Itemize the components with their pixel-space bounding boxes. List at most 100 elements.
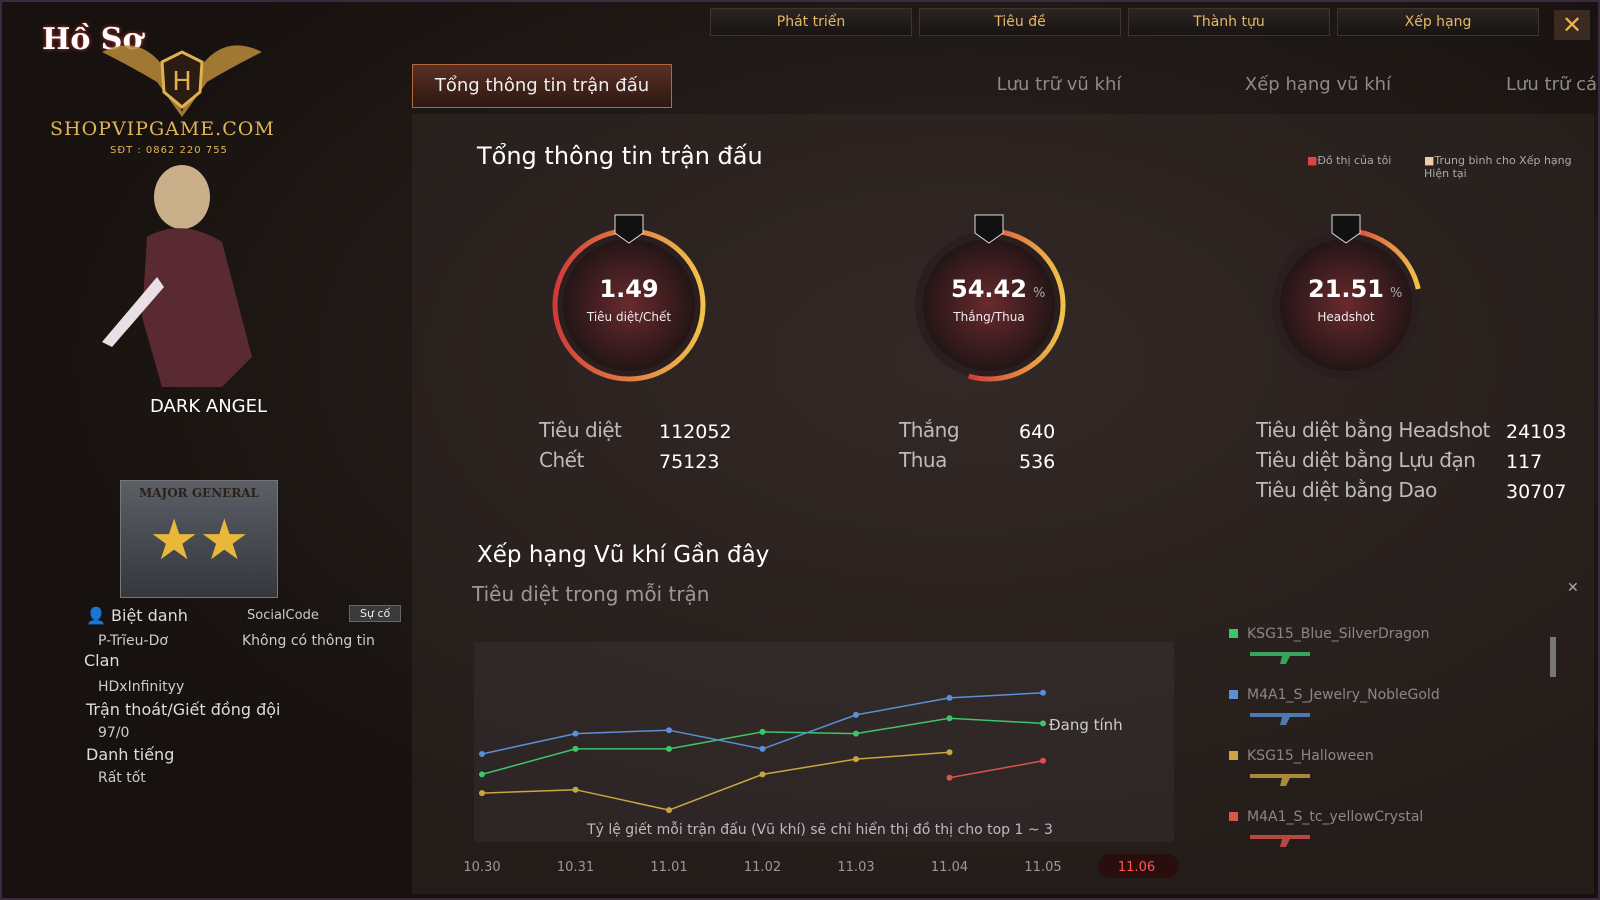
logo-site: SHOPVIPGAME.COM [50, 118, 275, 140]
menu-button[interactable]: Thành tựu [1128, 8, 1330, 36]
close-button[interactable]: ✕ [1554, 10, 1590, 40]
tab[interactable]: Xếp hạng vũ khí [1244, 74, 1392, 95]
gauge-label: Headshot [1317, 310, 1375, 324]
series-point [479, 790, 485, 797]
tab[interactable]: Lưu trữ vũ khí [996, 74, 1122, 95]
series-line [481, 751, 950, 811]
series-point [1040, 757, 1046, 764]
series-point [946, 715, 953, 722]
stat-label: Thắng [899, 418, 960, 442]
series-line [949, 760, 1044, 779]
menu-button[interactable]: Phát triển [710, 8, 912, 36]
x-tick-label: 11.02 [744, 860, 781, 875]
series-point [946, 774, 953, 781]
character-image [102, 165, 252, 387]
menu-button[interactable]: Xếp hạng [1337, 8, 1539, 36]
clan: HDxInfinityy [98, 679, 185, 695]
weapon-image [1250, 652, 1310, 664]
legend-swatch [1229, 690, 1238, 699]
legend-name: M4A1_S_Jewelry_NobleGold [1247, 687, 1440, 703]
gauge-value: 54.42 [951, 275, 1027, 303]
logo-emblem: H [102, 45, 262, 117]
chart-title: Xếp hạng Vũ khí Gần đây [477, 542, 770, 568]
series-point [572, 786, 579, 793]
gauge-face [1272, 231, 1420, 379]
gauge-unit: % [1390, 286, 1402, 301]
gauge-icon [614, 214, 644, 244]
gauge-face [915, 231, 1063, 379]
x-tick-label: 11.05 [1024, 860, 1061, 875]
series-point [666, 745, 672, 752]
legend-mine-text: Đồ thị của tôi [1317, 154, 1392, 167]
escape-label: Trận thoát/Giết đồng đội [86, 700, 281, 719]
rank-name: MAJOR GENERAL [138, 486, 260, 500]
stat-label: Tiêu diệt bằng Headshot [1256, 418, 1490, 442]
rank-stars: ★★ [149, 508, 250, 573]
gauge-unit: % [1033, 286, 1045, 301]
nickname: P-Trĩeu-Dơ [98, 633, 168, 649]
stat-label: Chết [539, 448, 584, 472]
series-point [946, 694, 953, 701]
legend-name: M4A1_S_tc_yellowCrystal [1247, 809, 1423, 825]
reputation: Rất tốt [98, 770, 146, 786]
gauge-icon [974, 214, 1004, 244]
series-point [572, 730, 579, 737]
weapon-image [1250, 713, 1310, 725]
legend-average-text: Trung bình cho Xếp hạng Hiện tại [1424, 154, 1572, 180]
summary-title: Tổng thông tin trận đấu [477, 142, 763, 170]
gauge-label: Thắng/Thua [952, 310, 1024, 324]
nickname-label: 👤 Biệt danh [86, 606, 188, 625]
series-point [666, 807, 672, 814]
legend-swatch [1229, 812, 1238, 821]
series-point [853, 756, 859, 763]
legend-average: ■Trung bình cho Xếp hạng Hiện tại [1424, 154, 1572, 180]
stat-value: 536 [1019, 451, 1056, 473]
gauge-label: Tiêu diệt/Chết [586, 310, 672, 324]
chart-subtitle: Tiêu diệt trong mỗi trận [472, 582, 710, 606]
rank-badge: MAJOR GENERAL ★★ [120, 480, 278, 598]
x-tick-label: 11.01 [650, 860, 687, 875]
stat-value: 640 [1019, 421, 1056, 443]
gauge-arc [968, 228, 1066, 382]
series-point [666, 727, 672, 734]
gauge-face [555, 231, 703, 379]
gauge-value: 21.51 [1308, 275, 1384, 303]
legend-close[interactable]: ✕ [1567, 580, 1579, 596]
tab[interactable]: Tổng thông tin trận đấu [412, 64, 672, 108]
report-button[interactable]: Sự cố [349, 605, 402, 622]
legend-mine: ■Đồ thị của tôi [1307, 154, 1392, 167]
series-point [946, 749, 953, 756]
series-point [1040, 720, 1046, 727]
weapon-image [1250, 774, 1310, 786]
plot-area [474, 642, 1174, 842]
series-point [1040, 689, 1046, 696]
series-point [759, 771, 766, 778]
line-chart: 10.30 10.31 11.01 11.02 11.03 11.04 11.05 11.06… [463, 626, 1556, 878]
series-point [759, 745, 766, 752]
nickname-label-text: Biệt danh [111, 606, 188, 625]
scrollbar [1550, 637, 1556, 677]
gauge-value: 1.49 [599, 275, 658, 303]
series-point [479, 771, 485, 778]
legend-name: KSG15_Halloween [1247, 748, 1374, 764]
legend-swatch [1229, 751, 1238, 760]
stat-value: 117 [1506, 451, 1543, 473]
legend-name: KSG15_Blue_SilverDragon [1247, 626, 1429, 642]
x-tick-label: 11.03 [837, 860, 874, 875]
stat-value: 30707 [1506, 481, 1567, 503]
stat-label: Tiêu diệt bằng Lựu đạn [1256, 448, 1476, 472]
character-name: DARK ANGEL [150, 396, 268, 417]
x-tick-label: 11.04 [931, 860, 968, 875]
stat-label: Tiêu diệt [539, 418, 622, 442]
reputation-label: Danh tiếng [86, 745, 175, 764]
series-point [479, 751, 485, 757]
menu-button[interactable]: Tiêu đề [919, 8, 1121, 36]
tab[interactable]: Lưu trữ cá nhân [1505, 74, 1600, 95]
chart-note: Tỷ lệ giết mỗi trận đấu (Vũ khí) sẽ chỉ … [586, 821, 1053, 838]
svg-text:H: H [172, 67, 192, 97]
series-point [853, 711, 859, 718]
series-point [759, 728, 766, 735]
chart-annotation: Đang tính [1049, 716, 1123, 734]
series-point [853, 730, 859, 737]
